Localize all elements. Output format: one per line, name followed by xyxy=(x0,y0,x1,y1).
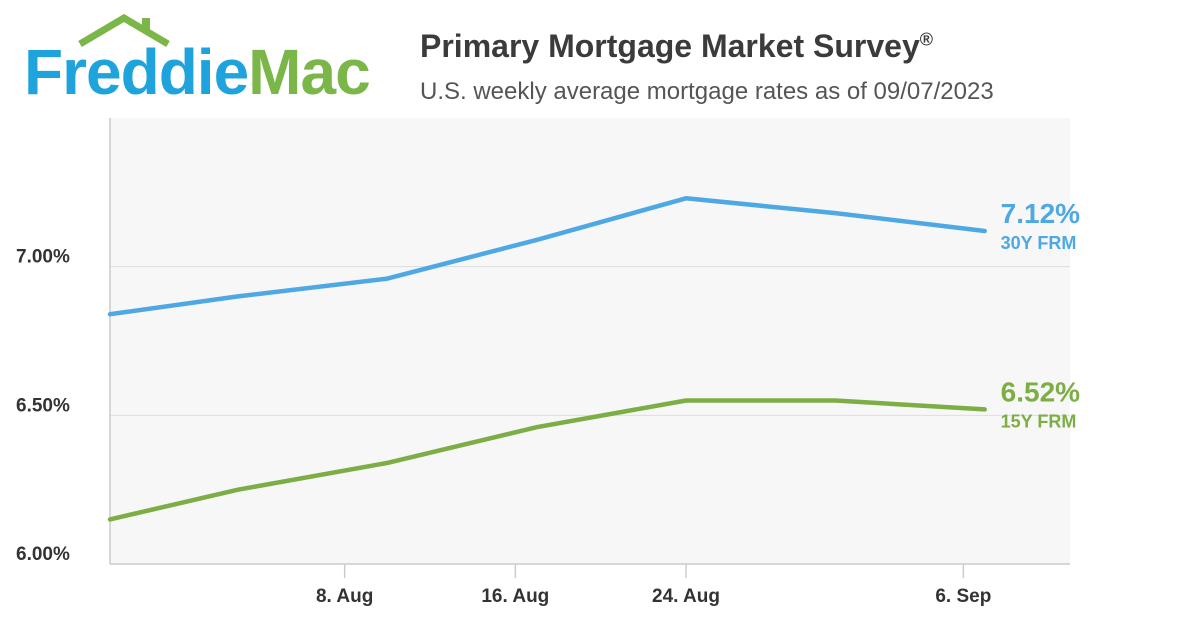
logo-wordmark: FreddieMac xyxy=(24,40,371,104)
chart-title-text: Primary Mortgage Market Survey xyxy=(420,28,920,64)
end-value-label-0: 7.12% xyxy=(1001,198,1080,229)
logo-mac: Mac xyxy=(248,36,370,108)
chart-subtitle: U.S. weekly average mortgage rates as of… xyxy=(420,78,994,105)
x-tick-label-3: 6. Sep xyxy=(935,586,991,607)
end-value-label-1: 6.52% xyxy=(1001,376,1080,407)
y-tick-label-2: 7.00% xyxy=(16,247,70,268)
series-label-1: 15Y FRM xyxy=(1001,411,1077,431)
x-tick-label-2: 24. Aug xyxy=(652,586,720,607)
house-roof-icon xyxy=(78,14,170,48)
x-tick-label-0: 8. Aug xyxy=(316,586,373,607)
y-tick-label-1: 6.50% xyxy=(16,395,70,416)
x-tick-label-1: 16. Aug xyxy=(481,586,549,607)
y-tick-label-0: 6.00% xyxy=(16,544,70,565)
registered-mark: ® xyxy=(919,29,934,50)
series-label-0: 30Y FRM xyxy=(1001,233,1077,253)
plot-area xyxy=(110,118,1070,564)
logo-freddie: Freddie xyxy=(24,36,249,108)
chart-title: Primary Mortgage Market Survey® xyxy=(420,28,933,65)
freddie-mac-logo: FreddieMac xyxy=(24,14,384,106)
